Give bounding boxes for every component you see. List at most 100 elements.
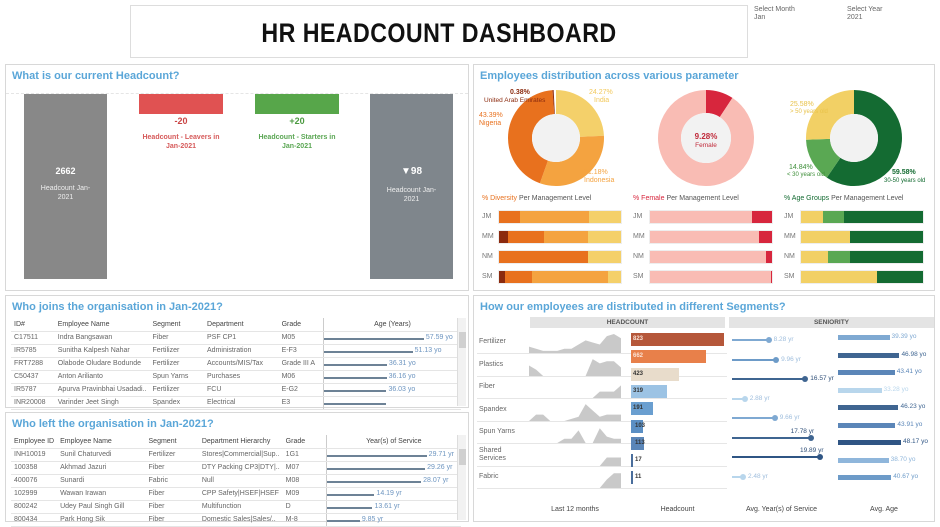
joiners-scrollbar[interactable] (457, 318, 466, 406)
cell-segment: Spun Yarns (149, 370, 205, 384)
stacked-segment (801, 271, 877, 283)
table-row[interactable]: 400076 Sunardi Fabric Null M08 28.07 yr (11, 474, 461, 488)
age-bar[interactable] (838, 387, 882, 393)
donut-slice-country-3[interactable] (552, 90, 555, 115)
leavers-scrollbar[interactable] (457, 435, 466, 520)
segment-label[interactable]: Plastics (479, 360, 504, 368)
stacked-bar-NM[interactable] (649, 250, 773, 264)
stacked-segment (765, 251, 772, 263)
stacked-bar-NM[interactable] (800, 250, 924, 264)
age-bar[interactable] (838, 370, 895, 375)
column-header[interactable]: ID# (11, 318, 55, 332)
column-header[interactable]: Segment (149, 318, 205, 332)
donut-slice-age-2[interactable] (806, 90, 854, 140)
headcount-bar[interactable] (631, 471, 633, 485)
cell-segment: Fiber (145, 461, 199, 475)
headcount-bar[interactable] (631, 419, 643, 433)
table-row[interactable]: C50437 Anton Arilianto Spun Yarns Purchases… (11, 370, 461, 384)
years-lollipop-dot[interactable] (765, 337, 772, 343)
headcount-bar[interactable] (631, 454, 633, 468)
stacked-segment (771, 271, 772, 283)
column-header[interactable]: Employee ID (11, 435, 58, 449)
table-row[interactable]: C17511 Indra Bangsawan Fiber PSF CP1 M05 57.5… (11, 331, 461, 345)
age-bar[interactable] (838, 440, 901, 445)
years-lollipop-dot[interactable] (771, 415, 778, 421)
donut-slice-gender-0[interactable] (706, 90, 733, 118)
donut-slice-country-2[interactable] (507, 90, 555, 184)
headcount-bar[interactable] (631, 402, 653, 416)
column-header[interactable]: Segment (145, 435, 199, 449)
stacked-segment (843, 211, 923, 223)
age-bar[interactable] (838, 457, 889, 463)
value-label: 36.31 yo (388, 359, 416, 367)
table-row[interactable]: IR5787 Apurva Pravinbhai Usadadi.. Fertili… (11, 383, 461, 397)
table-row[interactable]: 100358 Akhmad Jazuri Fiber DTY Packing CP3|… (11, 461, 461, 475)
years-lollipop-dot[interactable] (802, 376, 809, 382)
donut-slice-country-0[interactable] (556, 90, 604, 137)
month-filter[interactable]: Select Month Jan (754, 6, 795, 22)
column-header[interactable]: Age (Years) (322, 318, 461, 332)
segment-label[interactable]: Spandex (479, 405, 507, 413)
donut-slice-gender-1[interactable] (658, 90, 754, 186)
column-header[interactable]: Employee Name (57, 435, 146, 449)
age-bar[interactable] (838, 335, 890, 340)
years-lollipop-dot[interactable] (807, 434, 814, 441)
stacked-bar-MM[interactable] (498, 230, 622, 244)
segment-label[interactable]: Fabric (479, 473, 499, 480)
years-lollipop-dot[interactable] (773, 356, 780, 363)
value-bar (324, 350, 413, 353)
stacked-bar-MM[interactable] (649, 230, 773, 244)
age-bar[interactable] (838, 475, 892, 480)
column-header[interactable]: Department (204, 318, 279, 332)
table-row[interactable]: 800434 Park Hong Sik Fiber Domestic Sales|S… (11, 513, 461, 527)
stacked-bar-MM[interactable] (800, 230, 924, 244)
table-row[interactable]: FRT7288 Olabode Oludare Bodunde Fertilizer… (11, 357, 461, 371)
donut-slice-age-0[interactable] (826, 90, 902, 186)
column-header[interactable]: Grade (282, 435, 327, 449)
headcount-bar[interactable] (631, 384, 668, 398)
cell-bar: 36.16 yo (322, 370, 461, 384)
stacked-bar-JM[interactable] (498, 210, 622, 224)
column-header[interactable]: Grade (278, 318, 324, 332)
donut-slice-country-1[interactable] (539, 135, 604, 186)
year-filter[interactable]: Select Year 2021 (847, 6, 882, 22)
stacked-bar-SM[interactable] (800, 270, 924, 284)
leavers-bar[interactable] (139, 94, 223, 114)
table-row[interactable]: INR20008 Varinder Jeet Singh Spandex Electr… (11, 396, 461, 410)
years-lollipop-dot[interactable] (741, 395, 748, 402)
stacked-bar-SM[interactable] (498, 270, 622, 284)
table-row[interactable]: INH10019 Sunil Chaturvedi Fertilizer Stores… (11, 448, 461, 462)
column-header[interactable]: Department Hierarchy (198, 435, 283, 449)
years-lollipop-dot[interactable] (817, 454, 823, 460)
segment-label[interactable]: Fertilizer (479, 338, 506, 345)
end-headcount-bar[interactable]: ▼98 Headcount Jan-2021 (370, 94, 453, 279)
stacked-bar-NM[interactable] (498, 250, 622, 264)
years-lollipop-dot[interactable] (739, 473, 746, 480)
donut-slice-age-1[interactable] (806, 138, 841, 178)
age-value: 33.28 yo (883, 385, 909, 393)
stacked-bar-JM[interactable] (800, 210, 924, 224)
segment-label[interactable]: Shared Services (479, 446, 506, 462)
age-bar[interactable] (838, 352, 900, 358)
stacked-bar-SM[interactable] (649, 270, 773, 284)
stacked-bar-JM[interactable] (649, 210, 773, 224)
cell-dept: FCU (204, 383, 279, 397)
age-bar[interactable] (838, 422, 896, 428)
starters-bar[interactable] (255, 94, 339, 114)
table-row[interactable]: IR5785 Sunitha Kalpesh Nahar Fertilizer Adm… (11, 344, 461, 358)
headcount-bar[interactable] (631, 350, 706, 364)
column-header[interactable]: Employee Name (54, 318, 150, 332)
month-filter-value[interactable]: Jan (754, 14, 766, 21)
table-row[interactable]: 102999 Wawan Irawan Fiber CPP Safety|HSEF|H… (11, 487, 461, 501)
start-headcount-bar[interactable]: 2662 Headcount Jan-2021 (24, 94, 107, 279)
headcount-bar[interactable] (631, 333, 724, 346)
headcount-bar[interactable] (631, 367, 679, 381)
headcount-bar[interactable] (631, 436, 644, 450)
table-row[interactable]: 800242 Udey Paul Singh Gill Fiber Multifunc… (11, 500, 461, 514)
year-filter-value[interactable]: 2021 (847, 14, 863, 21)
segment-label[interactable]: Spun Yarns (479, 428, 515, 435)
cell-dept: Domestic Sales|Sales/.. (198, 513, 283, 527)
age-bar[interactable] (838, 405, 899, 410)
column-header[interactable]: Year(s) of Service (325, 435, 461, 449)
segment-label[interactable]: Fiber (479, 383, 495, 390)
